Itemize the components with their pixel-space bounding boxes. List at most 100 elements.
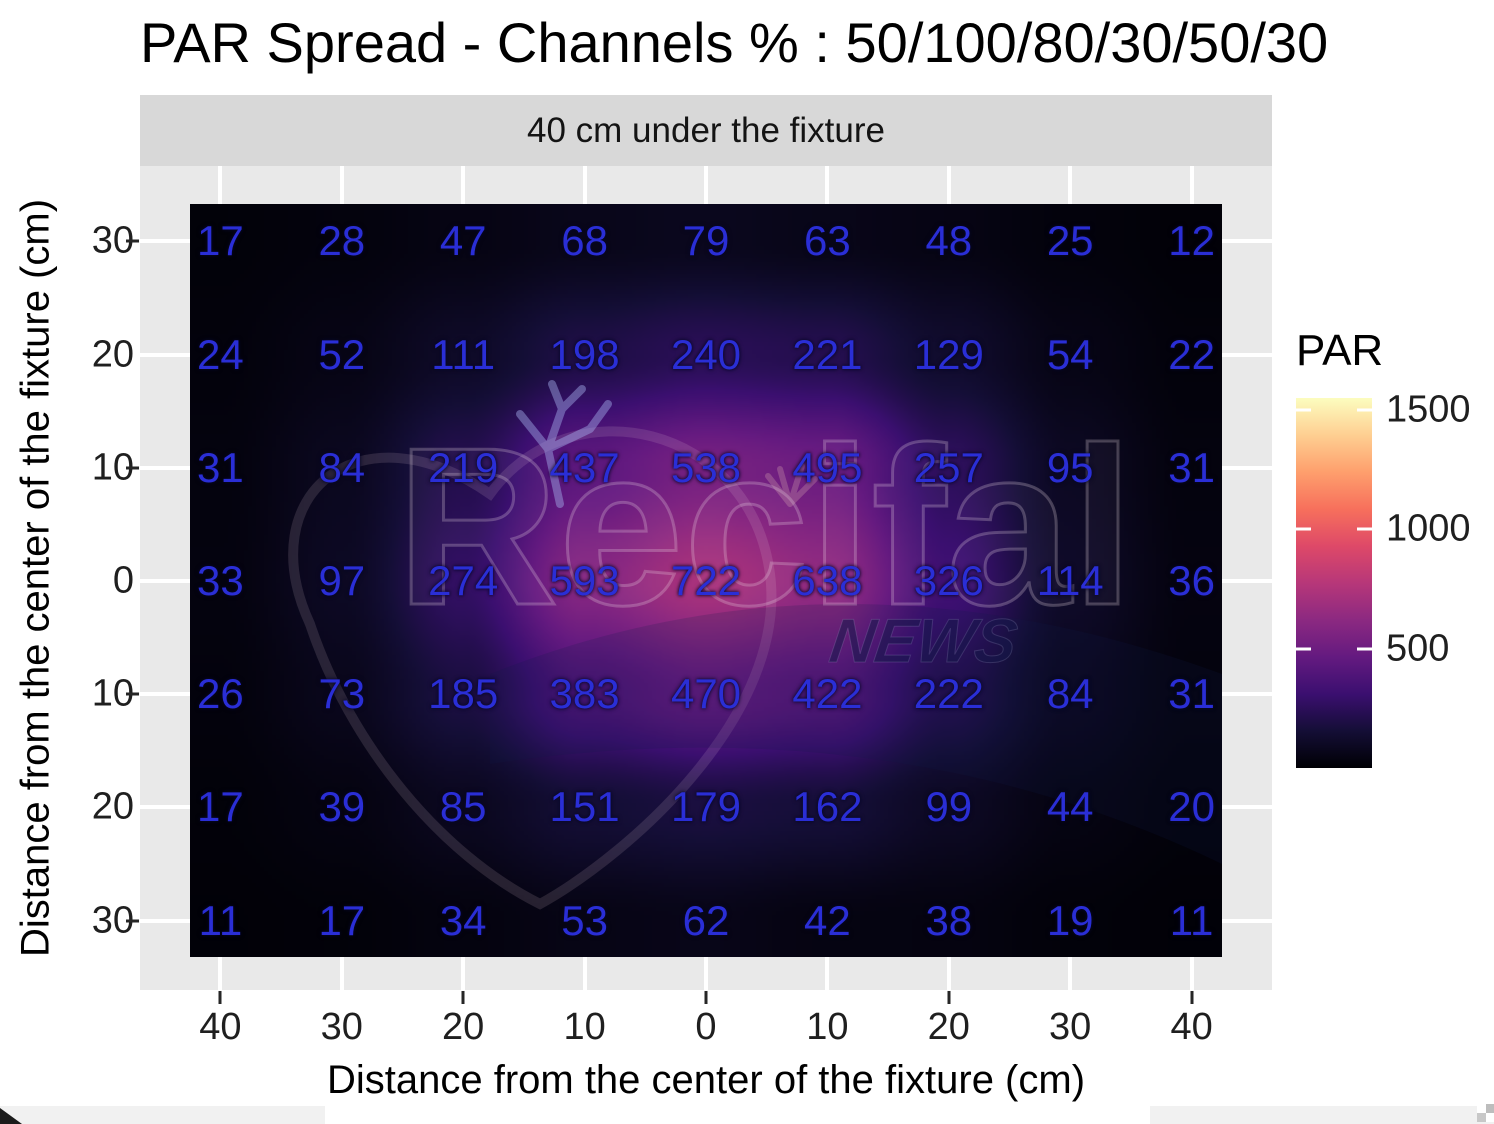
facet-strip-label: 40 cm under the fixture [527,110,885,150]
legend-tick-mark [1296,527,1311,531]
cell-value: 26 [197,670,244,718]
cell-value: 36 [1168,557,1215,604]
cell-value: 38 [925,896,973,944]
x-tick-mark [947,991,951,1004]
cell-value: 111 [431,330,496,378]
bottom-strip-white-artifact [325,1106,1150,1124]
cell-value: 84 [318,443,366,491]
cell-value: 638 [792,557,863,604]
cell-value: 54 [1046,330,1094,378]
y-tick-mark [126,466,139,470]
y-axis-title: Distance from the center of the fixture … [13,198,58,958]
cell-value: 31 [1168,443,1215,491]
cell-value: 495 [792,443,863,491]
cell-value: 221 [792,330,863,378]
x-tick-label: 10 [806,1006,849,1048]
cell-value: 68 [561,217,608,265]
x-tick-mark [704,991,708,1004]
cell-value: 185 [428,670,499,718]
cell-value: 222 [913,670,984,718]
x-tick-label: 40 [199,1006,242,1048]
cell-value: 25 [1046,217,1094,265]
cell-value: 129 [913,330,984,378]
legend-tick-mark [1296,647,1311,651]
cell-value: 34 [439,896,487,944]
cell-value: 17 [197,783,244,831]
cell-value: 31 [1168,670,1215,718]
cell-value: 95 [1046,443,1094,491]
x-tick-label: 20 [927,1006,970,1048]
cell-value: 437 [549,443,620,491]
cell-value: 470 [670,670,742,718]
cell-value: 42 [804,896,851,944]
x-tick-label: 30 [320,1006,363,1048]
legend-tick-label: 1000 [1386,507,1471,550]
cell-value: 47 [439,217,487,265]
cell-value: 11 [198,896,243,944]
y-tick-mark [126,239,139,243]
x-tick-label: 10 [563,1006,606,1048]
cell-value: 22 [1168,330,1215,378]
cell-value: 257 [913,443,984,491]
cell-value: 326 [913,557,984,604]
y-tick-mark [126,919,139,923]
legend-tick-mark [1357,647,1372,651]
cell-value: 12 [1168,217,1215,265]
transparency-checker [1486,1104,1494,1113]
y-tick-label: 20 [91,785,134,828]
cell-value: 198 [549,330,620,378]
cell-value: 44 [1046,783,1094,831]
legend-tick-mark [1357,408,1372,412]
cell-value: 19 [1046,896,1094,944]
legend-tick-mark [1357,527,1372,531]
cell-value: 114 [1036,557,1104,604]
cell-value: 28 [318,217,366,265]
legend-tick-label: 1500 [1386,388,1471,431]
transparency-checker [1477,1113,1486,1122]
legend-tick-mark [1296,408,1311,412]
x-tick-label: 40 [1170,1006,1213,1048]
chart-title: PAR Spread - Channels % : 50/100/80/30/5… [140,11,1329,74]
cell-value: 48 [925,217,973,265]
y-tick-label: 10 [91,446,134,489]
cell-value: 11 [1169,896,1214,944]
legend-title: PAR [1296,326,1384,375]
x-tick-label: 20 [442,1006,485,1048]
transparency-checker [1477,1104,1486,1113]
cell-value: 422 [792,670,863,718]
y-tick-label: 30 [91,219,134,262]
y-tick-mark [126,692,139,696]
cell-value: 31 [197,443,244,491]
x-tick-mark [461,991,465,1004]
x-tick-label: 30 [1049,1006,1092,1048]
cell-value: 53 [561,896,608,944]
cell-value: 17 [318,896,366,944]
y-tick-label: 20 [91,333,134,376]
cell-value: 17 [197,217,244,265]
cell-value: 593 [549,557,620,604]
x-tick-mark [1190,991,1194,1004]
cell-value: 24 [197,330,244,378]
cell-value: 219 [428,443,499,491]
cell-value: 151 [549,783,620,831]
cell-value: 85 [439,783,487,831]
transparency-checker [1486,1113,1494,1122]
cell-value: 179 [670,783,742,831]
cell-value: 63 [804,217,851,265]
heatmap-raster [190,204,1222,957]
cell-value: 73 [318,670,366,718]
cell-value: 79 [682,217,730,265]
cell-value: 162 [792,783,863,831]
legend-tick-label: 500 [1386,627,1450,670]
cell-value: 274 [428,557,499,604]
y-tick-label: 30 [91,899,134,942]
y-tick-label: 0 [112,559,134,602]
cell-value: 99 [925,783,973,831]
cell-value: 52 [318,330,366,378]
cell-value: 84 [1046,670,1094,718]
x-tick-mark [218,991,222,1004]
cell-value: 62 [682,896,730,944]
cell-value: 97 [318,557,366,604]
cell-value: 240 [670,330,742,378]
